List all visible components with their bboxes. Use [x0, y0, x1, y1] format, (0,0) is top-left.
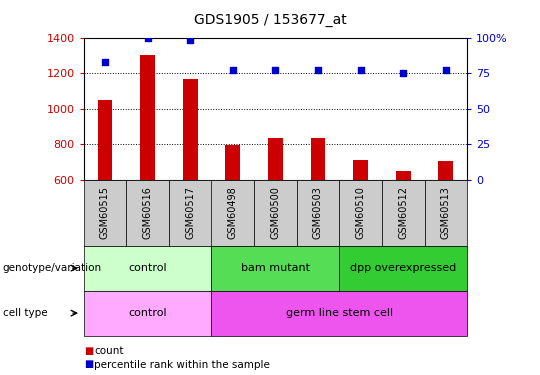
- Text: ■: ■: [84, 360, 93, 369]
- Bar: [98, 100, 112, 180]
- Point: [356, 67, 365, 73]
- Point: [100, 59, 109, 65]
- Text: GSM60498: GSM60498: [228, 186, 238, 239]
- Text: GSM60515: GSM60515: [100, 186, 110, 239]
- Text: count: count: [94, 346, 124, 355]
- Text: GSM60510: GSM60510: [356, 186, 366, 239]
- Text: GSM60500: GSM60500: [271, 186, 280, 239]
- Text: dpp overexpressed: dpp overexpressed: [350, 263, 456, 273]
- Point: [442, 67, 450, 73]
- Text: GSM60512: GSM60512: [398, 186, 408, 239]
- Point: [399, 70, 408, 76]
- Point: [271, 67, 280, 73]
- Text: germ line stem cell: germ line stem cell: [286, 308, 393, 318]
- Text: percentile rank within the sample: percentile rank within the sample: [94, 360, 271, 369]
- Bar: [268, 138, 283, 180]
- Bar: [310, 138, 326, 180]
- Bar: [396, 171, 410, 180]
- Text: control: control: [129, 308, 167, 318]
- Point: [186, 38, 194, 44]
- Text: bam mutant: bam mutant: [241, 263, 310, 273]
- Text: GSM60517: GSM60517: [185, 186, 195, 239]
- Text: GSM60516: GSM60516: [143, 186, 153, 239]
- Text: ■: ■: [84, 346, 93, 355]
- Bar: [183, 80, 198, 180]
- Text: cell type: cell type: [3, 308, 48, 318]
- Bar: [353, 160, 368, 180]
- Point: [143, 34, 152, 40]
- Text: GSM60503: GSM60503: [313, 186, 323, 239]
- Bar: [438, 161, 453, 180]
- Bar: [225, 145, 240, 180]
- Text: genotype/variation: genotype/variation: [3, 263, 102, 273]
- Text: GSM60513: GSM60513: [441, 186, 451, 239]
- Text: GDS1905 / 153677_at: GDS1905 / 153677_at: [194, 13, 346, 27]
- Point: [314, 67, 322, 73]
- Bar: [140, 56, 155, 180]
- Text: control: control: [129, 263, 167, 273]
- Point: [228, 67, 237, 73]
